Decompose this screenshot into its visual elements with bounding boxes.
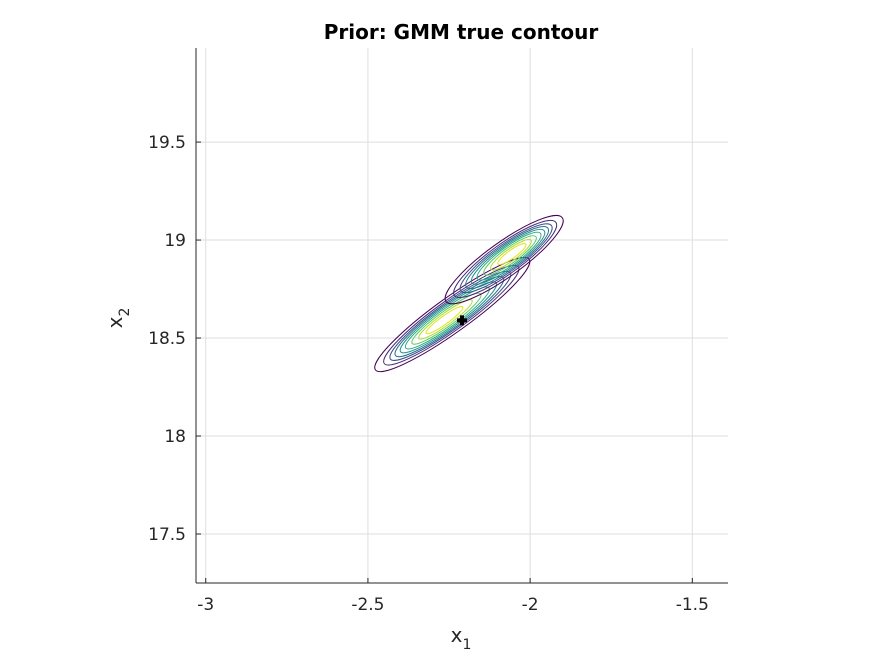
contour-line [476, 231, 542, 281]
contour-line [490, 239, 532, 271]
y-tick-label: 19.5 [148, 133, 186, 153]
y-axis-label-base: x [103, 316, 127, 328]
y-axis-label: x2 [103, 308, 133, 329]
true-value-marker [457, 315, 467, 326]
x-tick-label: -3 [197, 595, 214, 615]
axes [195, 48, 728, 584]
chart-title: Prior: GMM true contour [324, 20, 599, 44]
x-tick-label: -2.5 [351, 595, 384, 615]
marker-layer [457, 315, 467, 326]
contour-line [418, 299, 473, 340]
x-tick-label: -1.5 [676, 595, 709, 615]
y-tick-label: 18 [164, 427, 186, 447]
x-tick-label: -2 [522, 595, 539, 615]
contour-component [444, 215, 564, 305]
grid-lines [196, 48, 728, 583]
contour-line [404, 286, 490, 350]
y-tick-label: 17.5 [148, 525, 186, 545]
contour-line [470, 228, 546, 285]
y-tick-label: 18.5 [148, 329, 186, 349]
contour-line [394, 276, 505, 358]
contour-line [425, 306, 464, 335]
contour-line [483, 235, 537, 276]
x-axis-label-base: x [451, 623, 463, 647]
contour-line [444, 215, 564, 305]
y-ticks: 17.5 18 18.5 19 19.5 [148, 133, 201, 545]
contour-line [465, 226, 549, 290]
x-axis-label-sub: 1 [462, 637, 471, 653]
y-tick-label: 19 [164, 231, 186, 251]
contour-line [453, 219, 558, 298]
contour-line [383, 264, 520, 366]
contour-line [459, 223, 553, 294]
y-axis-label-sub: 2 [117, 308, 133, 317]
contour-line [497, 243, 527, 266]
contour-plot [374, 215, 564, 373]
x-axis-label: x1 [451, 623, 472, 653]
contour-line [389, 270, 512, 361]
x-ticks: -3 -2.5 -2 -1.5 [197, 578, 709, 615]
svg-text:x2: x2 [103, 308, 133, 329]
